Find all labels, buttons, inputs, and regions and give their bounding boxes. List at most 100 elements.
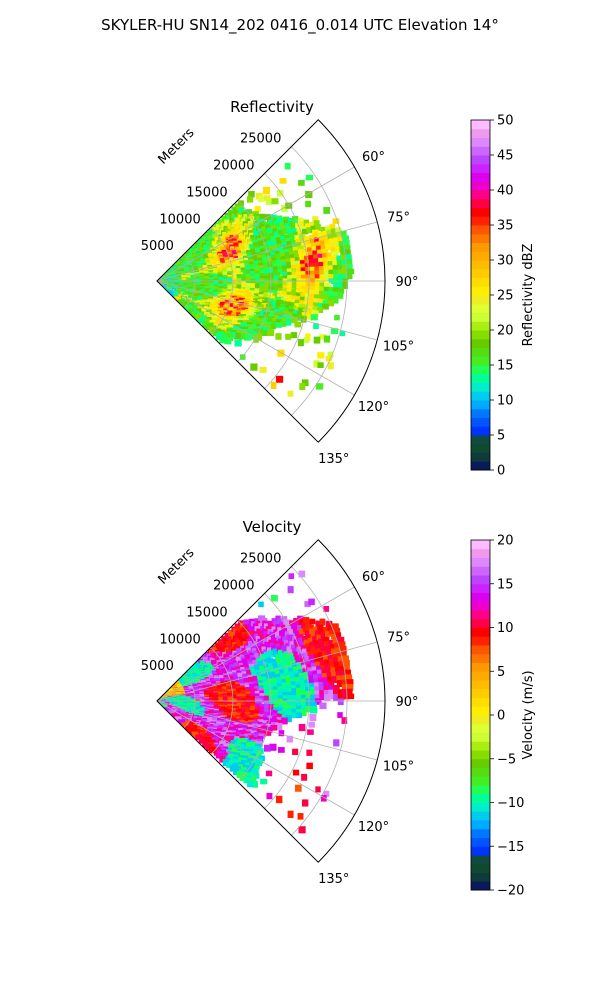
azimuth-gridline [156, 586, 355, 702]
colorbar-segment [471, 680, 490, 690]
azimuth-tick-label: 135° [318, 452, 349, 467]
radar-gate [322, 299, 329, 306]
radar-gate [226, 762, 233, 768]
radar-gate [299, 657, 307, 664]
radar-gate [310, 632, 318, 640]
radar-gate [317, 352, 325, 359]
radar-gate [333, 693, 340, 702]
radar-gate [329, 242, 337, 250]
radar-gate [191, 731, 199, 738]
radar-gate [294, 303, 300, 311]
radar-gate [304, 601, 311, 608]
radar-gate [300, 683, 308, 691]
radar-gate [311, 666, 318, 674]
radar-gate [306, 647, 313, 655]
radar-gate [296, 691, 302, 699]
radar-gate [234, 234, 241, 242]
radar-gate [254, 283, 261, 289]
colorbar-segment [471, 566, 490, 576]
radar-gate [328, 689, 334, 697]
radar-gate [291, 268, 298, 275]
radar-gate [321, 248, 329, 256]
radar-gate [297, 311, 305, 317]
colorbar-tick-label: 50 [497, 114, 514, 129]
radar-gate [282, 228, 289, 235]
radar-gate [299, 300, 306, 307]
radar-gate [319, 270, 326, 277]
radar-gate [309, 713, 317, 722]
radar-gate [295, 238, 303, 245]
radar-gate [341, 230, 347, 237]
radar-gate [276, 256, 283, 263]
radar-gate [302, 648, 309, 655]
radar-gate [300, 709, 307, 717]
radar-gate [298, 303, 306, 310]
radar-gate [289, 671, 296, 678]
radar-gate [292, 748, 299, 755]
radar-gate [301, 312, 308, 319]
radar-gate [289, 674, 297, 681]
radar-gate [291, 663, 299, 670]
radar-gate [303, 672, 310, 680]
radar-gate [271, 238, 278, 245]
radar-gate [336, 231, 343, 238]
radar-gate [222, 268, 228, 274]
radar-gate [286, 268, 295, 275]
colorbar-segment [471, 155, 490, 165]
radar-gate [280, 672, 287, 680]
radar-gate [332, 689, 340, 696]
radar-gate [286, 735, 293, 743]
colorbar-segment [471, 163, 490, 173]
radar-gate [209, 746, 216, 754]
radar-gate [340, 250, 347, 257]
radar-gate [301, 799, 309, 807]
radar-gate [296, 242, 304, 249]
radar-gate [283, 651, 289, 657]
range-axis-label: Meters [156, 545, 198, 587]
colorbar-segment [471, 233, 490, 243]
radar-gate [307, 667, 313, 674]
radar-gate [309, 293, 317, 300]
colorbar-segment [471, 146, 490, 156]
radar-gate [346, 268, 355, 275]
radar-gate [333, 278, 341, 285]
radar-gate [279, 641, 287, 648]
radar-gate [330, 633, 337, 640]
radar-gate [337, 292, 344, 299]
colorbar-tick-label: 5 [497, 429, 505, 444]
radar-gate [303, 639, 311, 646]
radar-gate [336, 260, 343, 268]
radar-gate [303, 652, 310, 660]
range-tick-label: 5000 [141, 239, 174, 254]
radar-gate [301, 773, 308, 781]
colorbar-segment [471, 225, 490, 235]
radar-gate [331, 671, 338, 679]
radar-gate [274, 667, 282, 674]
radar-gate [315, 661, 323, 669]
radar-gate [229, 321, 237, 330]
colorbar-segment [471, 601, 490, 611]
radar-gate [337, 712, 343, 718]
azimuth-gridline [156, 641, 378, 702]
radar-gate [286, 711, 293, 718]
colorbar-segment [471, 548, 490, 558]
radar-gate [305, 702, 312, 709]
radar-gate [300, 694, 308, 701]
radar-gate [314, 698, 322, 705]
radar-gate [318, 638, 325, 645]
radar-gate [307, 305, 315, 313]
radar-gate [291, 712, 298, 719]
radar-gate [259, 213, 266, 221]
radar-gate [268, 275, 275, 282]
radar-gate [318, 236, 326, 243]
radar-gate [315, 620, 322, 628]
colorbar-tick-label: 0 [497, 464, 505, 479]
radar-gate [191, 311, 198, 319]
radar-gate [330, 228, 338, 235]
radar-gate [271, 302, 277, 308]
radar-gate [290, 224, 298, 231]
radar-gate [337, 236, 345, 244]
radar-gate [333, 642, 341, 649]
range-tick-label: 10000 [159, 632, 200, 647]
radar-gate [316, 249, 325, 257]
